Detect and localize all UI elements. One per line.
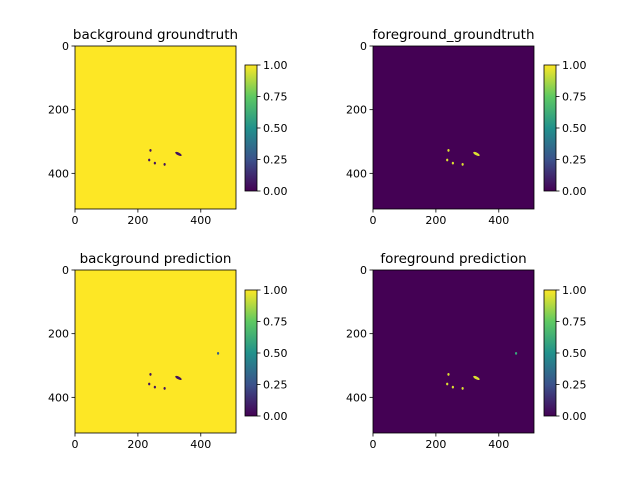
colorbar-tick-label: 0.25 — [562, 379, 587, 392]
heatmap-blob — [175, 151, 182, 157]
colorbar-tick-label: 0.75 — [562, 91, 587, 104]
subplot-grid: background groundtruth 0 200 400 0 200 400 0.00… — [48, 27, 587, 451]
heatmap-image — [373, 270, 534, 433]
colorbar-tick-label: 1.00 — [562, 284, 587, 297]
subplot-title: background prediction — [80, 251, 232, 267]
heatmap-blob — [163, 387, 166, 390]
x-tick-label: 0 — [370, 214, 377, 227]
heatmap-blob — [447, 149, 450, 152]
y-tick-label: 400 — [48, 391, 69, 404]
y-tick-label: 200 — [346, 328, 367, 341]
y-tick-label: 0 — [360, 264, 367, 277]
colorbar-tick-label: 1.00 — [263, 284, 288, 297]
x-tick-label: 400 — [190, 214, 211, 227]
colorbar-tick-label: 0.00 — [263, 185, 288, 198]
colorbar-gradient — [544, 65, 556, 191]
x-tick-label: 400 — [190, 438, 211, 451]
heatmap-blob — [451, 385, 454, 389]
x-tick-label: 200 — [425, 214, 446, 227]
colorbar-tick-label: 0.25 — [562, 154, 587, 167]
heatmap-blob — [153, 385, 156, 389]
axes-frame — [372, 269, 535, 434]
heatmap-blob — [163, 163, 166, 166]
axes-frame — [74, 269, 237, 434]
heatmap-image — [75, 270, 236, 433]
heatmap-image — [373, 46, 534, 209]
y-tick-label: 200 — [48, 104, 69, 117]
heatmap-blob — [473, 375, 480, 381]
y-tick-label: 400 — [346, 391, 367, 404]
x-tick-label: 200 — [425, 438, 446, 451]
colorbar-gradient — [544, 290, 556, 416]
y-tick-label: 0 — [62, 40, 69, 53]
colorbar-gradient — [245, 65, 257, 191]
x-tick-label: 200 — [127, 214, 148, 227]
colorbar: 0.00 0.25 0.50 0.75 1.00 — [244, 284, 288, 423]
colorbar-tick-label: 0.50 — [263, 347, 288, 360]
x-tick-label: 0 — [72, 438, 79, 451]
heatmap-blob — [149, 149, 152, 152]
subplot-1: background groundtruth 0 200 400 0 200 400 0.00… — [48, 27, 288, 227]
colorbar-tick-label: 0.75 — [263, 316, 288, 329]
subplot-2: foreground_groundtruth 0 200 400 0 200 400 0.00… — [346, 27, 587, 227]
heatmap-blob — [447, 373, 450, 376]
heatmap-blob — [446, 382, 449, 386]
colorbar-tick-label: 0.00 — [562, 185, 587, 198]
colorbar: 0.00 0.25 0.50 0.75 1.00 — [543, 59, 587, 198]
colorbar-tick-label: 1.00 — [562, 59, 587, 72]
y-tick-label: 400 — [48, 167, 69, 180]
x-tick-label: 400 — [488, 214, 509, 227]
heatmap-blob — [149, 373, 152, 376]
colorbar: 0.00 0.25 0.50 0.75 1.00 — [244, 59, 288, 198]
heatmap-blob — [148, 158, 151, 162]
y-tick-label: 200 — [346, 104, 367, 117]
heatmap-blob — [175, 375, 182, 381]
subplot-title: foreground_groundtruth — [372, 27, 534, 43]
colorbar-tick-label: 0.25 — [263, 379, 288, 392]
colorbar-gradient — [245, 290, 257, 416]
heatmap-image — [75, 46, 236, 209]
heatmap-blob — [451, 161, 454, 165]
x-tick-label: 0 — [72, 214, 79, 227]
heatmap-blob — [461, 163, 464, 166]
colorbar-tick-label: 1.00 — [263, 59, 288, 72]
colorbar-tick-label: 0.75 — [263, 91, 288, 104]
heatmap-blob — [446, 158, 449, 162]
colorbar-tick-label: 0.50 — [562, 122, 587, 135]
heatmap-blob — [148, 382, 151, 386]
y-tick-label: 400 — [346, 167, 367, 180]
colorbar-tick-label: 0.00 — [263, 410, 288, 423]
heatmap-blob — [461, 387, 464, 390]
x-tick-label: 400 — [488, 438, 509, 451]
y-tick-label: 0 — [360, 40, 367, 53]
colorbar-tick-label: 0.75 — [562, 316, 587, 329]
colorbar-tick-label: 0.50 — [562, 347, 587, 360]
x-tick-label: 0 — [370, 438, 377, 451]
axes-frame — [74, 45, 237, 210]
colorbar-tick-label: 0.25 — [263, 154, 288, 167]
y-tick-label: 200 — [48, 328, 69, 341]
colorbar: 0.00 0.25 0.50 0.75 1.00 — [543, 284, 587, 423]
axes-frame — [372, 45, 535, 210]
colorbar-tick-label: 0.50 — [263, 122, 288, 135]
heatmap-blob — [153, 161, 156, 165]
heatmap-blob — [473, 151, 480, 157]
colorbar-tick-label: 0.00 — [562, 410, 587, 423]
subplot-title: foreground prediction — [380, 251, 526, 267]
subplot-title: background groundtruth — [73, 27, 238, 43]
x-tick-label: 200 — [127, 438, 148, 451]
heatmap-blob — [514, 352, 518, 355]
y-tick-label: 0 — [62, 264, 69, 277]
heatmap-blob — [216, 352, 220, 355]
